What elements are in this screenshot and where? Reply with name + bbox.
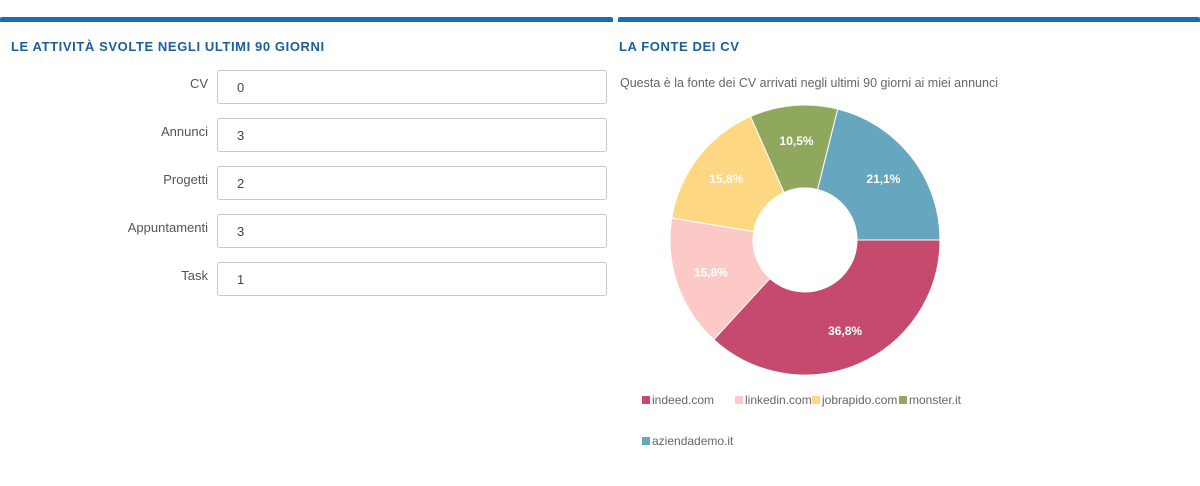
legend-item-monster-it[interactable]: monster.it: [899, 393, 961, 407]
legend-swatch: [642, 437, 650, 445]
activities-panel-bar: [0, 17, 613, 22]
cv-label: CV: [189, 76, 208, 91]
legend-item-linkedin-com[interactable]: linkedin.com: [735, 393, 812, 407]
annunci-input[interactable]: [217, 118, 607, 152]
progetti-label: Progetti: [163, 172, 208, 187]
slice-indeed-com[interactable]: [713, 239, 941, 376]
form-row-appuntamenti: Appuntamenti: [0, 214, 613, 250]
slice-linkedin-com[interactable]: [669, 217, 771, 341]
task-label: Task: [181, 268, 208, 283]
cv-source-panel-bar: [618, 17, 1200, 22]
legend-swatch: [899, 396, 907, 404]
appuntamenti-input[interactable]: [217, 214, 607, 248]
legend-label: linkedin.com: [745, 393, 812, 407]
legend-item-indeed-com[interactable]: indeed.com: [642, 393, 714, 407]
slice-label-aziendademo-it: 21,1%: [866, 172, 900, 186]
appuntamenti-label: Appuntamenti: [127, 220, 208, 235]
activities-title: LE ATTIVITÀ SVOLTE NEGLI ULTIMI 90 GIORN…: [11, 39, 325, 54]
progetti-input[interactable]: [217, 166, 607, 200]
form-row-progetti: Progetti: [0, 166, 613, 202]
cv-source-description: Questa è la fonte dei CV arrivati negli …: [620, 76, 998, 90]
cv-source-panel: LA FONTE DEI CV: [618, 17, 1200, 54]
form-row-annunci: Annunci: [0, 118, 613, 154]
legend-item-jobrapido-com[interactable]: jobrapido.com: [812, 393, 897, 407]
legend-swatch: [642, 396, 650, 404]
legend-label: monster.it: [909, 393, 962, 407]
legend-label: jobrapido.com: [822, 393, 898, 407]
activities-panel: LE ATTIVITÀ SVOLTE NEGLI ULTIMI 90 GIORN…: [0, 17, 613, 54]
cv-source-donut-chart: 36,8% 15,8% 15,8% 10,5% 21,1%: [669, 104, 941, 376]
cv-source-title: LA FONTE DEI CV: [619, 39, 740, 54]
cv-input[interactable]: [217, 70, 607, 104]
form-row-cv: CV: [0, 70, 613, 106]
slice-label-monster-it: 10,5%: [780, 134, 814, 148]
legend-label: indeed.com: [652, 393, 715, 407]
form-row-task: Task: [0, 262, 613, 298]
slice-label-jobrapido-com: 15,8%: [709, 172, 743, 186]
annunci-label: Annunci: [161, 124, 208, 139]
legend-swatch: [735, 396, 743, 404]
slice-aziendademo-it[interactable]: [817, 108, 941, 241]
legend-swatch: [812, 396, 820, 404]
task-input[interactable]: [217, 262, 607, 296]
slice-label-linkedin-com: 15,8%: [694, 266, 728, 280]
slice-label-indeed-com: 36,8%: [828, 324, 862, 338]
slice-jobrapido-com[interactable]: [671, 115, 785, 233]
legend-label: aziendademo.it: [652, 434, 734, 448]
legend-item-aziendademo-it[interactable]: aziendademo.it: [642, 434, 733, 448]
